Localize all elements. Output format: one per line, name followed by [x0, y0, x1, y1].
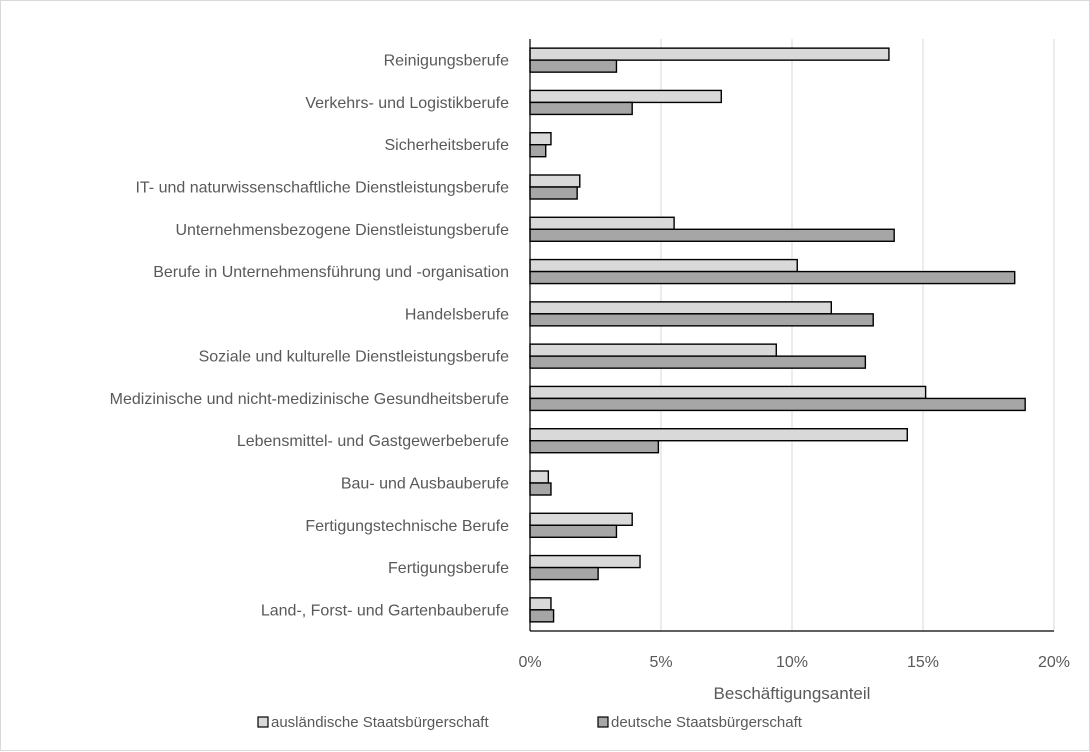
category-label: Fertigungsberufe [388, 560, 509, 577]
bar-deutsch [529, 609, 555, 623]
bar-deutsch [529, 313, 874, 327]
bar-deutsch [529, 440, 660, 454]
x-tick-label: 20% [1038, 654, 1070, 671]
category-label: Fertigungstechnische Berufe [305, 518, 509, 535]
category-labels: Reinigungsberufe Verkehrs- und Logistikbe… [110, 53, 509, 620]
legend: ausländische Staatsbürgerschaft deutsche … [257, 714, 803, 731]
bar-auslaendisch [529, 470, 550, 484]
category-label: Reinigungsberufe [384, 53, 510, 70]
bar-auslaendisch [529, 343, 777, 357]
bar-auslaendisch [529, 258, 798, 273]
category-label: Lebensmittel- und Gastgewerbeberufe [237, 433, 509, 450]
category-label: IT- und naturwissenschaftliche Dienstlei… [135, 180, 509, 197]
category-label: Bau- und Ausbauberufe [341, 476, 509, 493]
x-tick-label: 15% [907, 654, 939, 671]
category-label: Handelsberufe [405, 306, 509, 323]
bar-deutsch [529, 355, 867, 369]
bar-auslaendisch [529, 216, 675, 230]
bar-auslaendisch [529, 174, 581, 188]
x-tick-label: 0% [518, 654, 541, 671]
bar-auslaendisch [529, 385, 927, 400]
bar-deutsch [529, 397, 1026, 412]
legend-label: ausländische Staatsbürgerschaft [271, 714, 489, 731]
bar-auslaendisch [529, 301, 832, 315]
axes [529, 39, 1054, 632]
x-tick-label: 5% [649, 654, 672, 671]
gridlines [660, 39, 1055, 631]
bar-auslaendisch [529, 132, 552, 146]
category-label: Land-, Forst- und Gartenbauberufe [261, 602, 509, 619]
bar-deutsch [529, 524, 618, 538]
category-label: Verkehrs- und Logistikberufe [305, 95, 509, 112]
bar-auslaendisch [529, 597, 552, 611]
category-label: Soziale und kulturelle Dienstleistungsbe… [199, 349, 510, 366]
bar-auslaendisch [529, 512, 633, 526]
legend-label: deutsche Staatsbürgerschaft [611, 714, 803, 731]
bar-deutsch [529, 482, 552, 496]
bar-deutsch [529, 101, 633, 116]
legend-swatch [597, 716, 609, 728]
bar-auslaendisch [529, 89, 722, 104]
bar-deutsch [529, 270, 1016, 285]
category-label: Medizinische und nicht-medizinische Gesu… [110, 391, 509, 408]
category-label: Sicherheitsberufe [384, 137, 509, 154]
bar-deutsch [529, 186, 578, 200]
bars [529, 47, 1026, 623]
bar-deutsch [529, 228, 895, 242]
category-label: Berufe in Unternehmensführung und -organ… [153, 264, 509, 281]
x-axis-title: Beschäftigungsanteil [714, 684, 871, 703]
bar-deutsch [529, 59, 618, 73]
bar-auslaendisch [529, 554, 641, 569]
legend-swatch [257, 716, 269, 728]
bar-deutsch [529, 144, 547, 158]
bar-deutsch [529, 566, 599, 581]
bar-auslaendisch [529, 47, 890, 61]
x-tick-labels: 0% 5% 10% 15% 20% [518, 654, 1070, 671]
bar-auslaendisch [529, 428, 908, 442]
category-label: Unternehmensbezogene Dienstleistungsberu… [175, 222, 509, 239]
x-tick-label: 10% [776, 654, 808, 671]
